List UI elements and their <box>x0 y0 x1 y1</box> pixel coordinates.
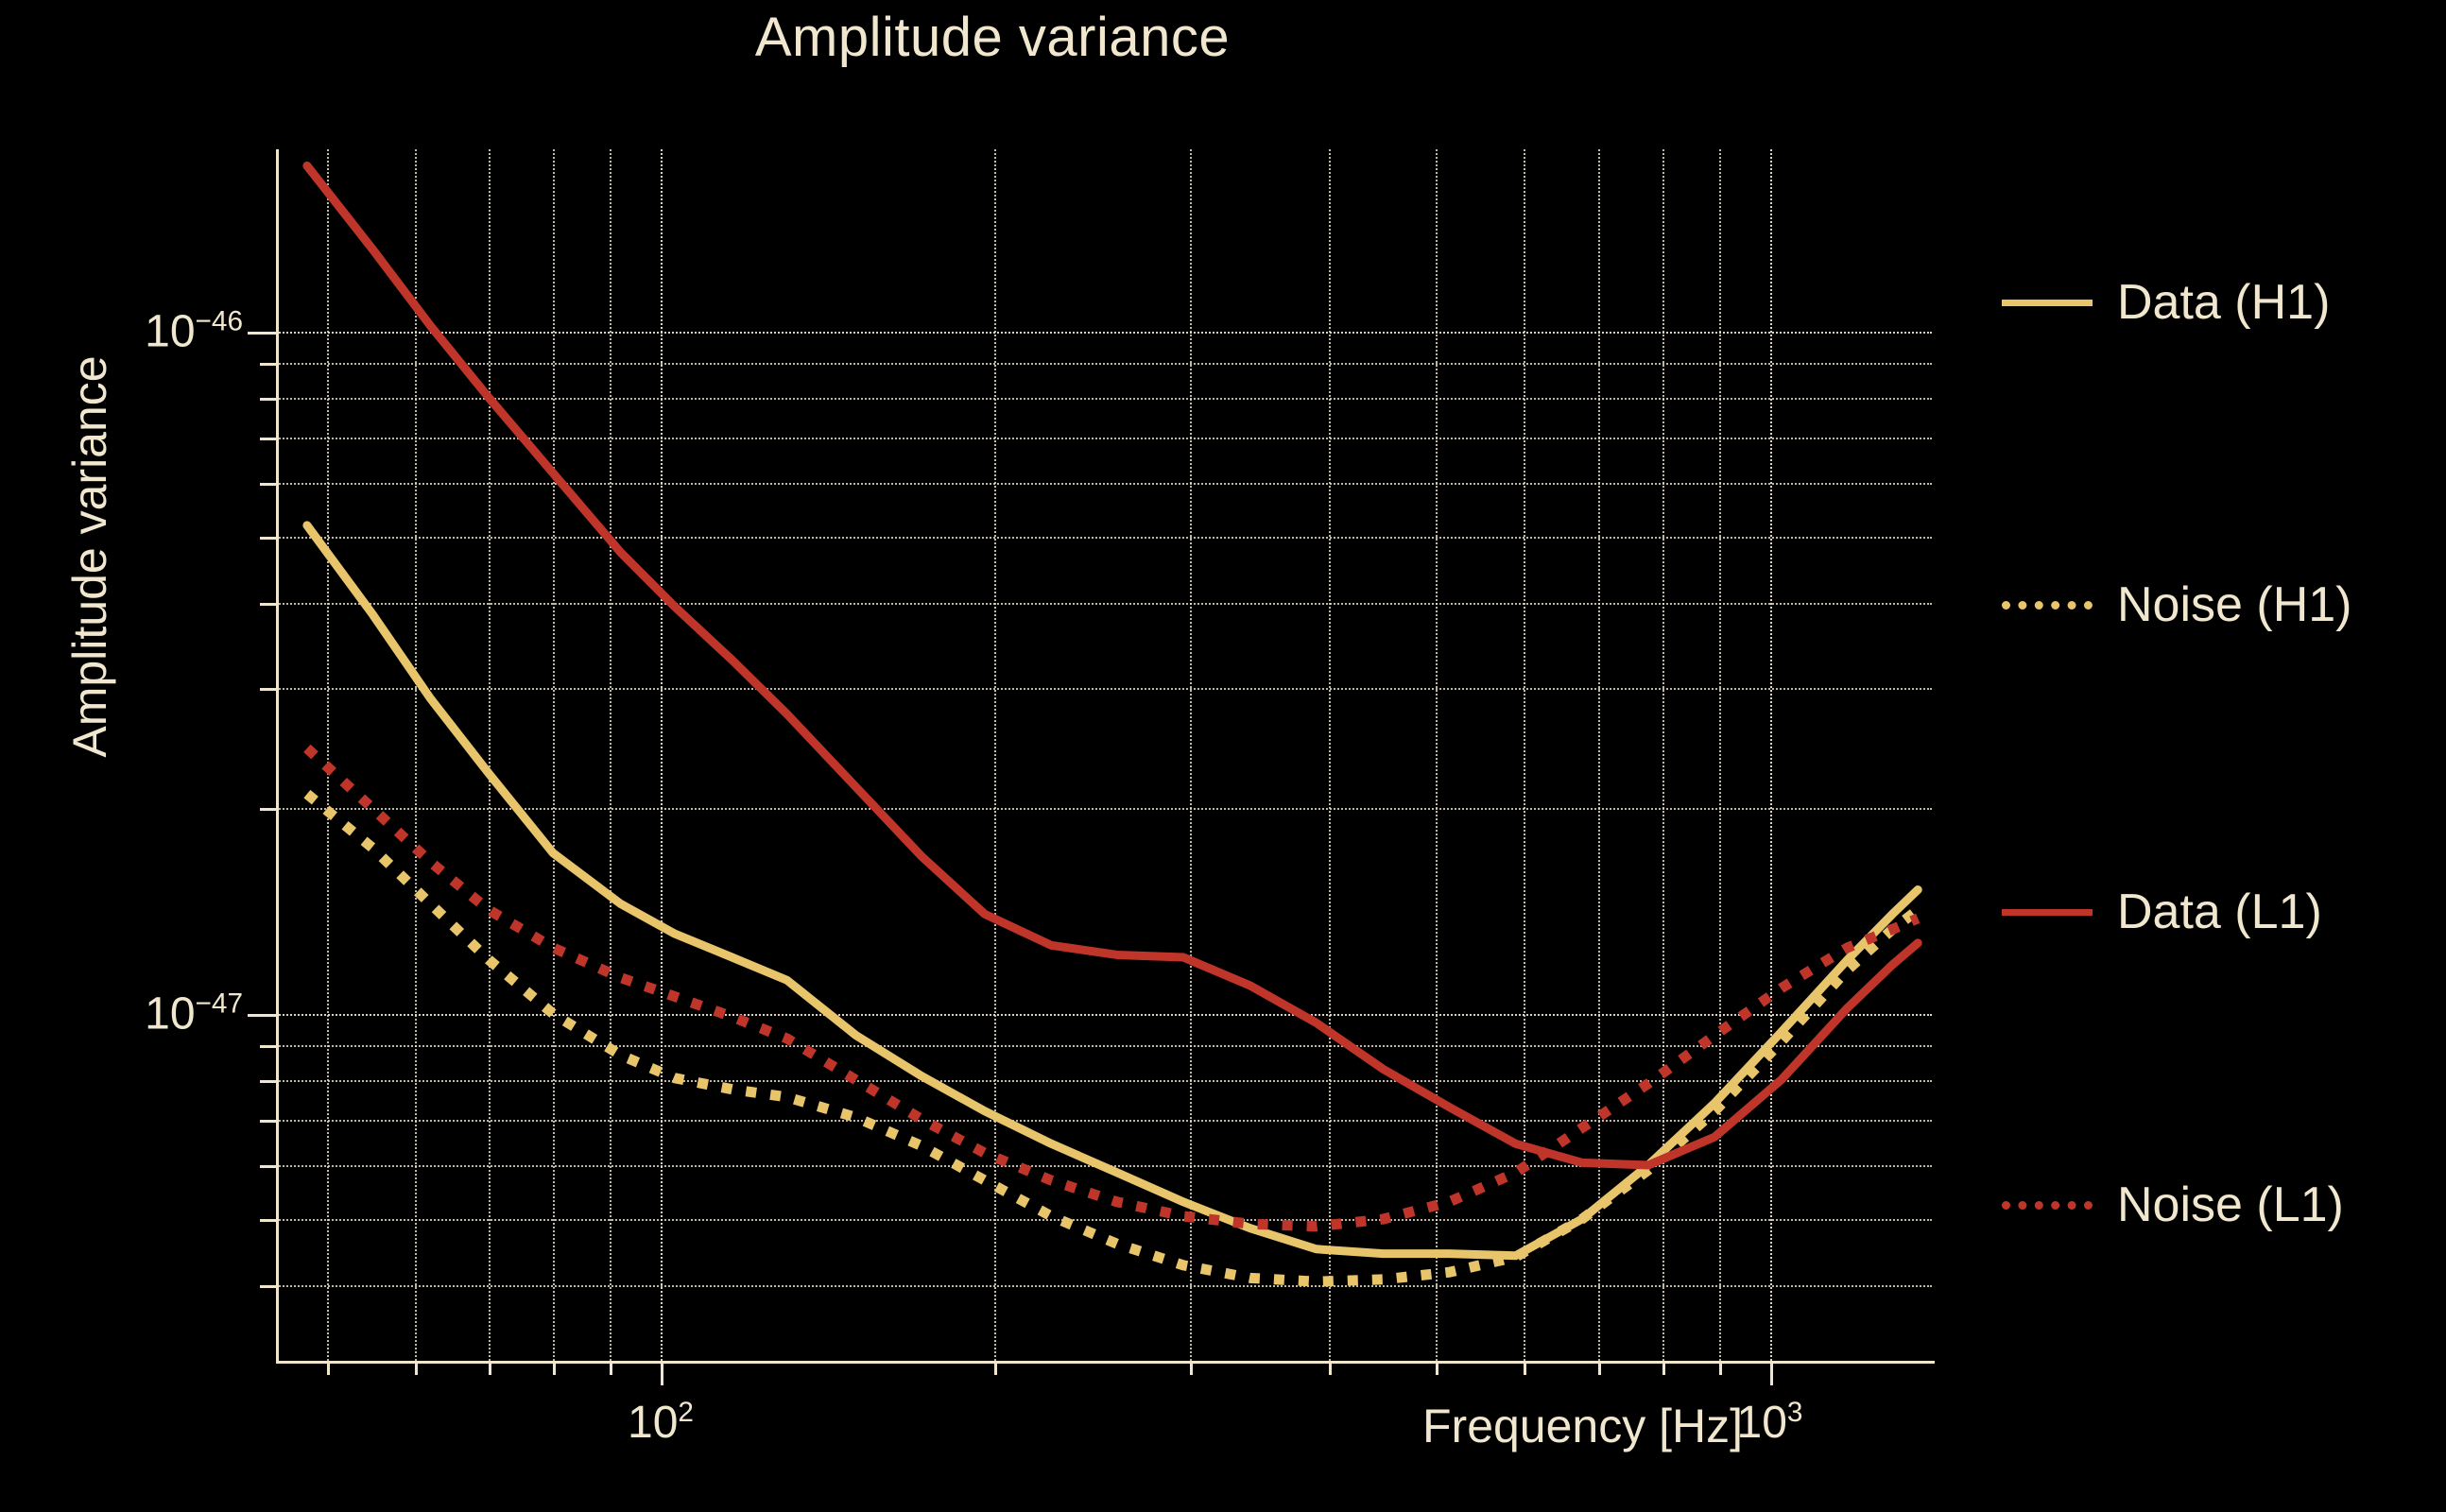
legend-label: Noise (L1) <box>2117 1177 2344 1232</box>
legend-item-data-l1[interactable]: Data (L1) <box>2002 884 2322 940</box>
y-axis-tick <box>260 1219 276 1223</box>
y-axis-tick <box>260 537 276 541</box>
series-line-data-h1 <box>302 521 1922 1261</box>
chart-title: Amplitude variance <box>754 7 1231 68</box>
gridline-horizontal <box>276 1285 1932 1288</box>
gridline-horizontal <box>276 603 1932 606</box>
gridline-vertical <box>660 149 663 1361</box>
x-axis-tick <box>414 1361 418 1375</box>
gridline-vertical <box>1597 149 1600 1361</box>
x-axis-tick <box>1436 1361 1439 1375</box>
gridline-horizontal <box>276 437 1932 439</box>
x-axis-tick <box>1597 1361 1601 1375</box>
x-axis-tick <box>489 1361 492 1375</box>
x-tick-label-1e2: 102 <box>628 1397 694 1448</box>
y-axis-tick <box>260 1119 276 1123</box>
gridline-horizontal <box>276 1044 1932 1047</box>
chart-legend: Data (H1) Noise (H1) Data (L1) Noise (L1) <box>2002 0 2446 1512</box>
gridline-vertical <box>1189 149 1192 1361</box>
y-axis-tick <box>260 362 276 366</box>
legend-label: Noise (H1) <box>2117 577 2352 632</box>
gridline-horizontal <box>276 331 1932 334</box>
gridline-vertical <box>414 149 417 1361</box>
gridline-horizontal <box>276 808 1932 811</box>
legend-item-noise-h1[interactable]: Noise (H1) <box>2002 576 2352 633</box>
gridline-horizontal <box>276 1013 1932 1016</box>
y-axis-tick <box>260 688 276 692</box>
legend-dotted-line-icon <box>2002 600 2093 610</box>
gridline-horizontal <box>276 483 1932 486</box>
gridline-horizontal <box>276 1079 1932 1082</box>
gridline-vertical <box>994 149 997 1361</box>
x-axis-tick <box>660 1361 663 1385</box>
legend-dotted-line-icon <box>2002 1200 2093 1210</box>
gridline-vertical <box>1524 149 1526 1361</box>
y-axis-tick <box>260 1044 276 1048</box>
gridline-horizontal <box>276 688 1932 691</box>
series-line-noise-h1 <box>303 789 1921 1287</box>
x-axis-tick <box>1524 1361 1527 1375</box>
gridline-horizontal <box>276 362 1932 365</box>
y-axis-tick <box>248 331 276 335</box>
legend-label: Data (H1) <box>2117 275 2331 330</box>
x-axis-tick <box>610 1361 613 1375</box>
x-axis-tick <box>553 1361 557 1375</box>
y-axis-tick <box>260 437 276 440</box>
x-axis-tick <box>326 1361 330 1375</box>
gridline-horizontal <box>276 397 1932 400</box>
y-tick-label-1e-46: 10−46 <box>145 305 243 357</box>
y-axis-tick <box>260 397 276 401</box>
gridline-vertical <box>489 149 491 1361</box>
y-axis-tick <box>260 603 276 607</box>
y-axis-tick <box>260 483 276 487</box>
legend-solid-line-icon <box>2002 299 2093 306</box>
gridline-vertical <box>1718 149 1721 1361</box>
plot-area <box>276 149 1932 1361</box>
gridline-vertical <box>326 149 329 1361</box>
y-tick-label-1e-47: 10−47 <box>145 988 243 1040</box>
x-tick-label-1e3: 103 <box>1736 1397 1803 1448</box>
gridline-vertical <box>1436 149 1438 1361</box>
x-axis-tick <box>1769 1361 1773 1385</box>
x-axis-tick <box>1718 1361 1722 1375</box>
x-axis-label: Frequency [Hz] <box>1422 1400 1744 1452</box>
series-line-noise-l1 <box>303 744 1921 1232</box>
y-axis-tick <box>248 1013 276 1017</box>
legend-item-noise-l1[interactable]: Noise (L1) <box>2002 1177 2344 1233</box>
x-axis-tick <box>994 1361 998 1375</box>
gridline-vertical <box>1769 149 1772 1361</box>
legend-solid-line-icon <box>2002 908 2093 916</box>
gridline-horizontal <box>276 1219 1932 1222</box>
gridline-horizontal <box>276 537 1932 540</box>
x-axis-tick <box>1662 1361 1665 1375</box>
gridline-horizontal <box>276 1119 1932 1122</box>
x-axis-tick <box>1328 1361 1332 1375</box>
y-axis-tick <box>260 808 276 812</box>
x-axis-tick <box>1189 1361 1193 1375</box>
y-axis-tick <box>260 1079 276 1083</box>
gridline-vertical <box>553 149 556 1361</box>
gridline-vertical <box>610 149 612 1361</box>
legend-label: Data (L1) <box>2117 885 2322 939</box>
legend-item-data-h1[interactable]: Data (H1) <box>2002 274 2330 331</box>
y-axis-tick <box>260 1164 276 1168</box>
y-axis-tick <box>260 1285 276 1289</box>
gridline-vertical <box>1328 149 1331 1361</box>
series-line-data-l1 <box>302 161 1922 1170</box>
series-lines <box>302 161 1922 1287</box>
gridline-vertical <box>1662 149 1664 1361</box>
